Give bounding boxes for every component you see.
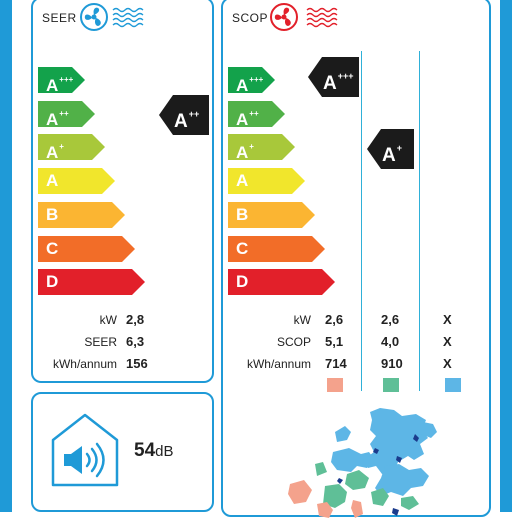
climate-zone-swatch-warm	[327, 378, 343, 392]
scop-rating-label-average: A+++	[323, 71, 354, 94]
scop-column-divider-1	[361, 51, 363, 391]
scop-rating-badge-warm: A+	[367, 129, 414, 169]
scop-class-arrow-5: C	[228, 235, 325, 262]
scop-row-value: X	[443, 334, 452, 349]
seer-row-label: kWh/annum	[52, 357, 117, 371]
seer-row-value: 156	[126, 356, 148, 371]
fan-heating-icon	[270, 3, 338, 31]
seer-class-arrow-0: A+++	[38, 67, 85, 95]
seer-title: SEER	[42, 11, 77, 25]
noise-panel: 54dB	[31, 392, 214, 512]
seer-row-value: 2,8	[126, 312, 145, 327]
scop-panel: SCOP A+++ A++ A+ A B C D A+++ A+ kW 2,6 2,6 X SCOP…	[221, 0, 491, 518]
scop-row-value: 5,1	[325, 334, 344, 349]
seer-panel: SEER A+++ A++ A+ A B C D A++ kW 2,8 SEER 6,3 kWh/a…	[31, 0, 214, 383]
scop-row-value: 714	[325, 356, 347, 371]
europe-climate-map-icon	[288, 408, 437, 518]
seer-class-arrow-6: D	[38, 269, 145, 296]
seer-class-arrow-3: A	[38, 168, 115, 195]
scop-class-arrow-4: B	[228, 201, 315, 228]
scop-class-arrow-2: A+	[228, 134, 295, 162]
scop-title: SCOP	[232, 11, 269, 25]
seer-class-arrow-4: B	[38, 201, 125, 228]
left-frame-bar	[0, 0, 12, 512]
fan-cooling-icon	[80, 3, 144, 31]
climate-zone-swatch-cold	[445, 378, 461, 392]
scop-row-value: 2,6	[325, 312, 344, 327]
scop-class-arrow-1: A++	[228, 100, 285, 129]
scop-class-arrow-6: D	[228, 269, 335, 296]
scop-row-value: 4,0	[381, 334, 400, 349]
climate-zone-swatch-average	[383, 378, 399, 392]
seer-row-label: kW	[99, 313, 117, 327]
seer-row-label: SEER	[84, 335, 117, 349]
scop-class-arrow-0: A+++	[228, 67, 275, 95]
scop-column-divider-2	[419, 51, 421, 391]
scop-row-label: kW	[293, 313, 311, 327]
scop-rating-label-warm: A+	[382, 143, 402, 166]
scop-row-value: 910	[381, 356, 403, 371]
seer-rating-badge: A++	[159, 95, 209, 135]
house-speaker-icon	[51, 413, 119, 487]
scop-row-value: X	[443, 312, 452, 327]
right-frame-bar	[500, 0, 512, 512]
noise-level: 54dB	[134, 440, 174, 461]
scop-rating-badge-average: A+++	[308, 57, 359, 97]
seer-rating-label: A++	[174, 109, 200, 132]
scop-row-label: kWh/annum	[246, 357, 311, 371]
scop-row-label: SCOP	[276, 335, 311, 349]
scop-class-arrow-3: A	[228, 168, 305, 195]
scop-row-value: X	[443, 356, 452, 371]
seer-class-arrow-5: C	[38, 235, 135, 262]
seer-class-arrow-2: A+	[38, 134, 105, 162]
seer-class-arrow-1: A++	[38, 100, 95, 129]
scop-row-value: 2,6	[381, 312, 400, 327]
seer-row-value: 6,3	[126, 334, 145, 349]
